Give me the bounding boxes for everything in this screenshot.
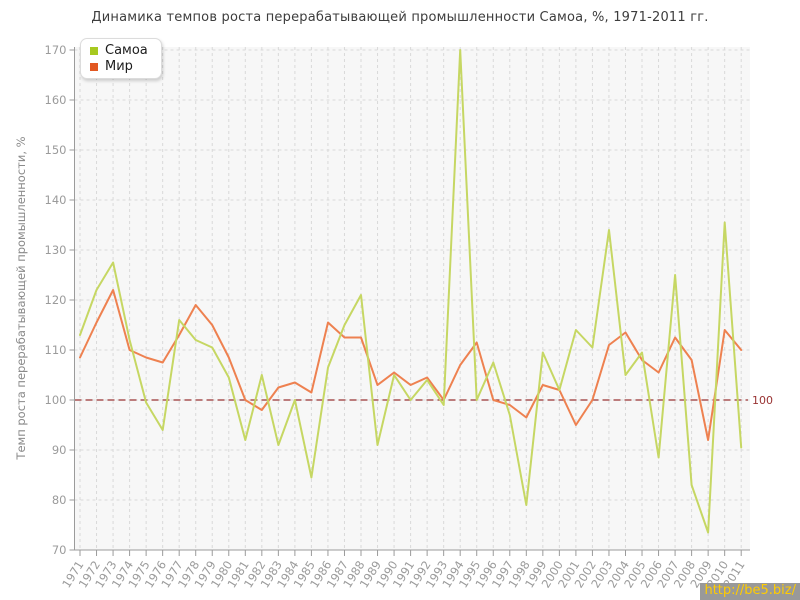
y-tick-label: 100 bbox=[45, 393, 67, 407]
legend-swatch bbox=[90, 62, 98, 71]
legend-label: Самоа bbox=[105, 43, 148, 58]
y-tick-label: 130 bbox=[45, 243, 67, 257]
y-tick-label: 70 bbox=[52, 543, 67, 557]
chart-title: Динамика темпов роста перерабатывающей п… bbox=[91, 10, 709, 25]
legend-swatch bbox=[90, 46, 98, 55]
y-tick-label: 150 bbox=[45, 143, 67, 157]
y-tick-label: 120 bbox=[45, 293, 67, 307]
plot-background bbox=[74, 47, 750, 550]
legend-item-mir[interactable]: Мир bbox=[90, 59, 148, 74]
baseline-label: 100 bbox=[752, 394, 773, 407]
y-tick-label: 170 bbox=[45, 43, 67, 57]
series-line-mir bbox=[79, 289, 743, 441]
y-tick-label: 90 bbox=[52, 443, 67, 457]
y-tick-label: 110 bbox=[45, 343, 67, 357]
legend-label: Мир bbox=[105, 59, 133, 74]
legend-item-samoa[interactable]: Самоа bbox=[90, 43, 148, 58]
series-line-samoa bbox=[79, 49, 743, 534]
y-tick-label: 80 bbox=[52, 493, 67, 507]
y-tick-label: 140 bbox=[45, 193, 67, 207]
watermark-link[interactable]: http://be5.biz/ bbox=[700, 583, 800, 600]
y-tick-label: 160 bbox=[45, 93, 67, 107]
legend: Самоа Мир bbox=[80, 38, 162, 79]
y-axis-title: Темп роста перерабатывающей промышленнос… bbox=[14, 136, 28, 460]
